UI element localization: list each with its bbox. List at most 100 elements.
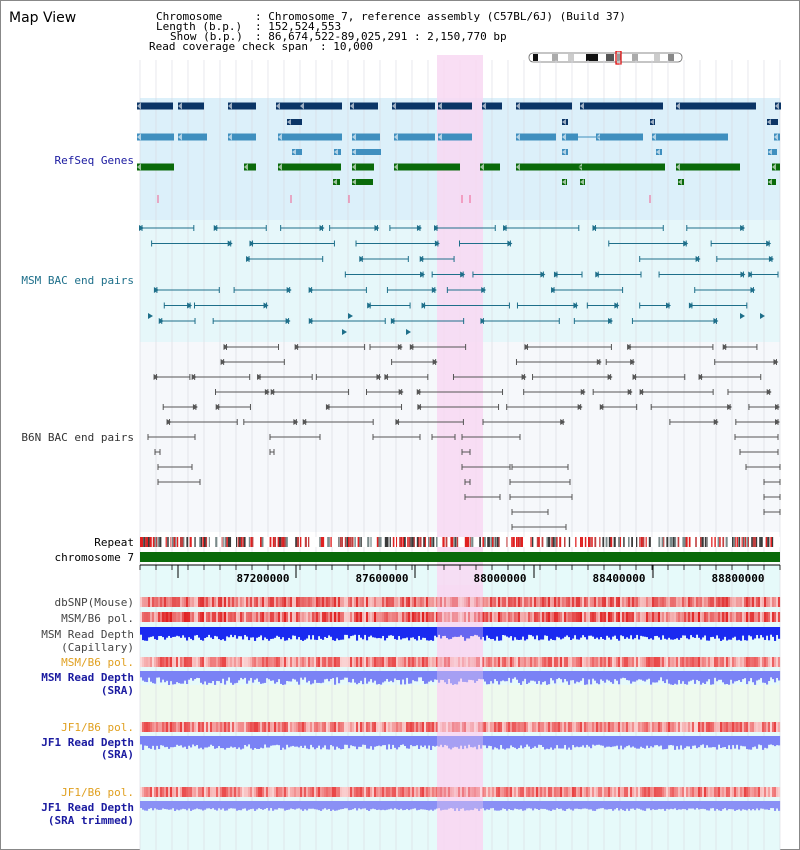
heatmap-cell — [710, 657, 713, 667]
heatmap-cell — [142, 612, 145, 622]
repeat-element — [512, 537, 515, 547]
read-depth-bar — [676, 736, 679, 747]
heatmap-cell — [332, 612, 335, 622]
heatmap-cell — [556, 657, 559, 667]
heatmap-cell — [384, 722, 387, 732]
repeat-element — [666, 537, 669, 547]
heatmap-cell — [304, 722, 307, 732]
read-depth-bar — [496, 736, 499, 749]
heatmap-cell — [746, 787, 749, 797]
heatmap-cell — [502, 597, 505, 607]
read-depth-bar — [252, 736, 255, 750]
heatmap-cell — [676, 657, 679, 667]
heatmap-cell — [694, 597, 697, 607]
heatmap-cell — [442, 657, 445, 667]
heatmap-cell — [488, 657, 491, 667]
chromosome-value: : Chromosome 7, reference assembly (C57B… — [255, 10, 626, 23]
heatmap-cell — [538, 597, 541, 607]
heatmap-cell — [358, 722, 361, 732]
heatmap-cell — [486, 612, 489, 622]
heatmap-cell — [504, 657, 507, 667]
heatmap-cell — [566, 657, 569, 667]
heatmap-cell — [252, 787, 255, 797]
heatmap-cell — [254, 597, 257, 607]
heatmap-cell — [666, 597, 669, 607]
heatmap-cell — [760, 612, 763, 622]
repeat-element — [636, 537, 638, 547]
heatmap-cell — [244, 597, 247, 607]
repeat-element — [202, 537, 205, 547]
heatmap-cell — [198, 612, 201, 622]
heatmap-cell — [422, 612, 425, 622]
repeat-element — [725, 537, 728, 547]
heatmap-cell — [668, 657, 671, 667]
heatmap-cell — [460, 722, 463, 732]
repeat-element — [468, 537, 470, 547]
heatmap-cell — [354, 597, 357, 607]
heatmap-cell — [770, 722, 773, 732]
refseq-gene-exon — [228, 133, 256, 141]
heatmap-cell — [384, 657, 387, 667]
msm-bac-pair-end-marker — [153, 287, 159, 293]
heatmap-cell — [256, 722, 259, 732]
heatmap-cell — [554, 787, 557, 797]
chromosome-ideogram[interactable] — [528, 51, 688, 65]
read-depth-bar — [422, 627, 425, 638]
repeat-element — [432, 537, 435, 547]
heatmap-cell — [280, 787, 283, 797]
heatmap-cell — [216, 657, 219, 667]
chromosome-label: Chromosome — [156, 10, 223, 23]
heatmap-cell — [556, 597, 559, 607]
read-depth-bar — [214, 671, 217, 685]
msm-bac-pair-end-marker — [433, 225, 439, 231]
heatmap-cell — [244, 657, 247, 667]
heatmap-cell — [376, 612, 379, 622]
repeat-element — [551, 537, 554, 547]
read-depth-bar — [392, 671, 395, 683]
read-depth-bar — [448, 627, 451, 640]
heatmap-cell — [390, 787, 393, 797]
read-depth-bar — [248, 627, 251, 641]
heatmap-cell — [504, 612, 507, 622]
heatmap-cell — [284, 612, 287, 622]
heatmap-cell — [598, 612, 601, 622]
read-depth-bar — [604, 671, 607, 683]
read-depth-bar — [290, 671, 293, 682]
read-depth-bar — [170, 627, 173, 638]
heatmap-cell — [580, 612, 583, 622]
heatmap-cell — [688, 787, 691, 797]
refseq-gene-exon — [394, 163, 460, 171]
heatmap-cell — [228, 657, 231, 667]
refseq-gene-exon — [394, 133, 435, 141]
heatmap-cell — [594, 597, 597, 607]
read-depth-bar — [210, 627, 213, 638]
heatmap-cell — [342, 657, 345, 667]
heatmap-cell — [218, 787, 221, 797]
heatmap-cell — [700, 612, 703, 622]
read-depth-bar — [612, 736, 615, 747]
refseq-gene-arrow — [562, 133, 566, 141]
heatmap-cell — [278, 657, 281, 667]
heatmap-cell — [344, 787, 347, 797]
heatmap-cell — [196, 597, 199, 607]
heatmap-cell — [174, 787, 177, 797]
heatmap-cell — [358, 597, 361, 607]
read-depth-bar — [410, 671, 413, 684]
heatmap-cell — [366, 787, 369, 797]
repeat-element — [706, 537, 708, 547]
heatmap-cell — [360, 597, 363, 607]
read-depth-bar — [766, 671, 769, 685]
heatmap-cell — [408, 722, 411, 732]
heatmap-cell — [516, 787, 519, 797]
heatmap-cell — [158, 597, 161, 607]
read-depth-bar — [568, 671, 571, 685]
repeat-element — [584, 537, 587, 547]
heatmap-cell — [418, 612, 421, 622]
heatmap-cell — [318, 722, 321, 732]
heatmap-cell — [386, 597, 389, 607]
heatmap-cell — [294, 787, 297, 797]
heatmap-cell — [294, 597, 297, 607]
repeat-element — [413, 537, 415, 547]
